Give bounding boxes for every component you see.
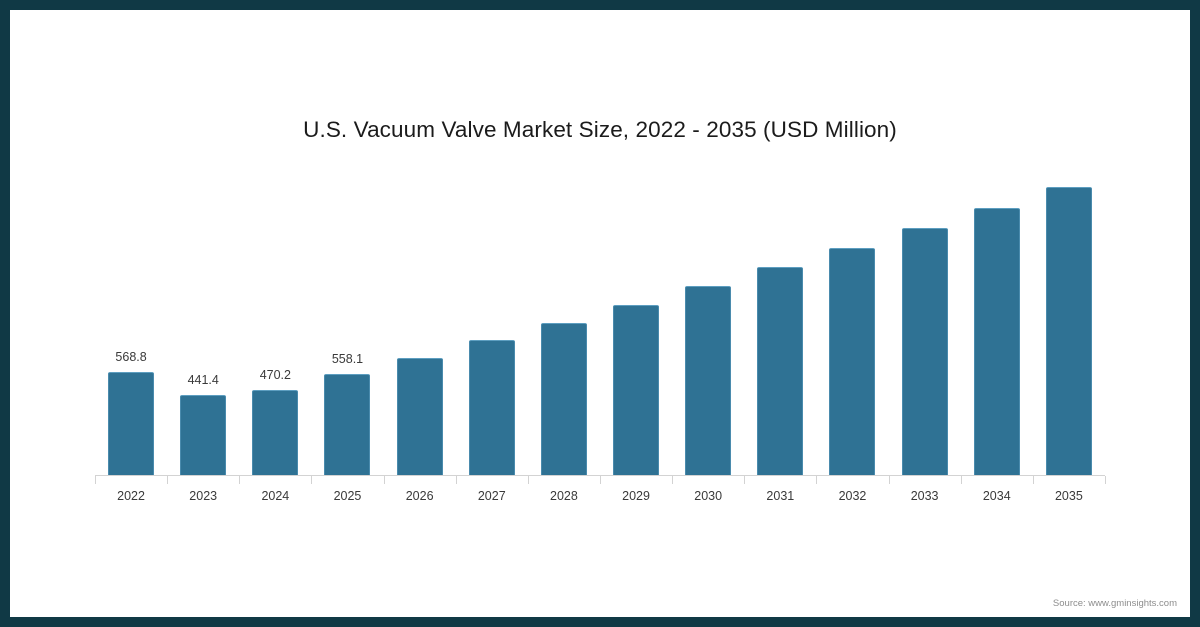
bar[interactable] <box>757 267 804 476</box>
bar-slot <box>816 180 888 476</box>
axis-tick <box>1105 476 1106 484</box>
bar[interactable] <box>540 323 587 476</box>
axis-tick-row <box>95 476 1106 485</box>
category-label-2024: 2024 <box>261 489 290 503</box>
bar[interactable] <box>180 395 227 476</box>
axis-tick <box>527 476 529 484</box>
bar-slot: 441.4 <box>167 180 239 476</box>
bar[interactable] <box>1045 187 1092 476</box>
bar-value-label: 568.8 <box>115 350 147 364</box>
bar-slot <box>889 180 961 476</box>
bar-slot <box>384 180 456 476</box>
category-label-2032: 2032 <box>838 489 867 503</box>
bar-slot <box>961 180 1033 476</box>
chart-title: U.S. Vacuum Valve Market Size, 2022 - 20… <box>303 117 897 142</box>
category-label-2027: 2027 <box>477 489 506 503</box>
bar-slot: 558.1 <box>311 180 383 476</box>
bar-slot <box>600 180 672 476</box>
bar-slot <box>744 180 816 476</box>
axis-tick <box>1032 476 1034 484</box>
bar-slot: 470.2 <box>239 180 311 476</box>
axis-tick <box>600 476 601 484</box>
axis-tick <box>311 476 313 484</box>
axis-tick <box>455 476 457 484</box>
axis-tick <box>167 476 169 484</box>
axis-tick <box>672 476 674 484</box>
bar-series: 568.8 441.4 470.2 558.1 <box>95 180 1105 476</box>
category-label-2028: 2028 <box>550 489 578 503</box>
bar[interactable] <box>829 248 876 476</box>
axis-tick <box>239 476 241 484</box>
category-label-2033: 2033 <box>910 489 939 503</box>
category-label-2026: 2026 <box>405 489 434 503</box>
category-label-2030: 2030 <box>694 489 723 503</box>
bar[interactable] <box>108 372 155 476</box>
chart-figure-inner: U.S. Vacuum Valve Market Size, 2022 - 20… <box>10 10 1190 617</box>
category-label-2029: 2029 <box>622 489 650 503</box>
bar-slot <box>1033 180 1105 476</box>
bar-slot <box>672 180 744 476</box>
bar[interactable] <box>468 340 515 476</box>
bar[interactable] <box>324 374 371 476</box>
axis-tick <box>744 476 746 484</box>
category-label-2035: 2035 <box>1054 489 1083 503</box>
bar[interactable] <box>396 358 443 476</box>
bar-value-label: 558.1 <box>331 352 364 366</box>
bar-slot <box>528 180 600 476</box>
category-axis-line <box>95 475 1105 476</box>
bar[interactable] <box>973 208 1020 476</box>
bar[interactable] <box>252 390 299 476</box>
category-label-2022: 2022 <box>117 489 145 503</box>
category-label-2034: 2034 <box>982 489 1011 503</box>
bar[interactable] <box>685 286 732 476</box>
axis-tick <box>888 476 890 484</box>
category-label-2025: 2025 <box>333 489 362 503</box>
category-axis-labels: 2022 2023 2024 2025 2026 2027 2028 2029 2030 2031… <box>95 489 1105 503</box>
bar-value-label: 441.4 <box>187 373 219 387</box>
bar-value-label: 470.2 <box>259 368 291 382</box>
bar[interactable] <box>613 305 660 476</box>
source-attribution: Source: www.gminsights.com <box>1052 598 1177 609</box>
axis-tick <box>95 476 96 484</box>
category-label-2023: 2023 <box>189 489 218 503</box>
bar[interactable] <box>901 228 948 476</box>
bar-slot: 568.8 <box>95 180 167 476</box>
bar-slot <box>456 180 528 476</box>
plot-area: 568.8 441.4 470.2 558.1 <box>95 180 1105 476</box>
category-label-2031: 2031 <box>766 489 795 503</box>
axis-tick <box>816 476 818 484</box>
axis-tick <box>960 476 962 484</box>
axis-tick <box>383 476 385 484</box>
